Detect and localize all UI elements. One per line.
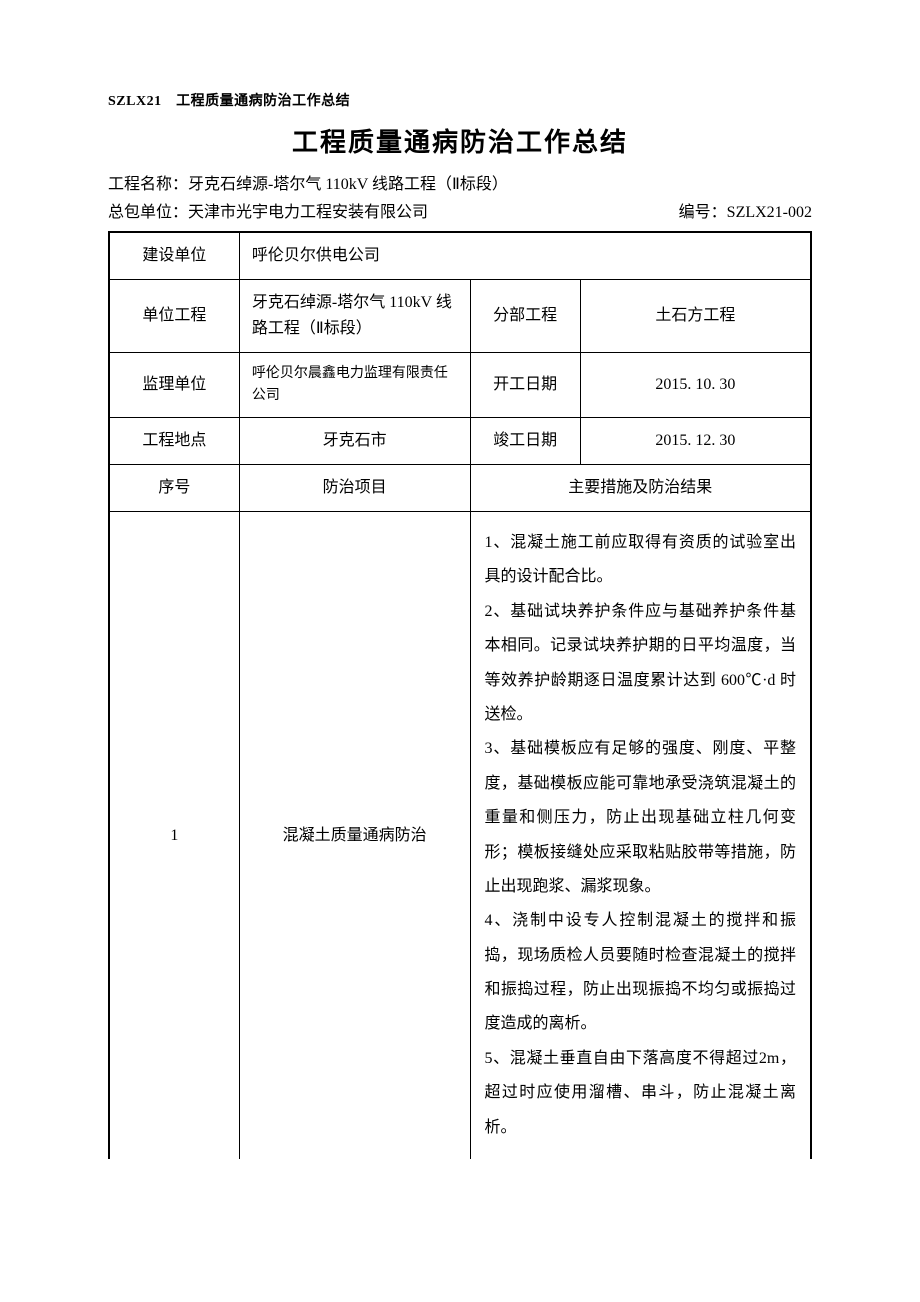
info-value2-2: 2015. 10. 30 bbox=[580, 353, 811, 418]
meta-contractor: 总包单位：天津市光宇电力工程安装有限公司 bbox=[108, 199, 428, 227]
info-label2-2: 开工日期 bbox=[470, 353, 580, 418]
project-name-value: 牙克石绰源-塔尔气 110kV 线路工程（Ⅱ标段） bbox=[188, 176, 508, 193]
measure-paragraph: 5、混凝土垂直自由下落高度不得超过2m，超过时应使用溜槽、串斗，防止混凝土离析。 bbox=[485, 1042, 796, 1145]
meta-row-contractor: 总包单位：天津市光宇电力工程安装有限公司 编号：SZLX21-002 bbox=[108, 199, 812, 227]
info-value-2: 呼伦贝尔晨鑫电力监理有限责任公司 bbox=[239, 353, 470, 418]
info-value-0: 呼伦贝尔供电公司 bbox=[239, 232, 811, 280]
info-label-1: 单位工程 bbox=[109, 280, 239, 353]
rows-header: 序号 防治项目 主要措施及防治结果 bbox=[109, 465, 811, 512]
info-value-1: 牙克石绰源-塔尔气 110kV 线路工程（Ⅱ标段） bbox=[239, 280, 470, 353]
contractor-label: 总包单位： bbox=[108, 204, 188, 221]
info-row-3: 工程地点 牙克石市 竣工日期 2015. 12. 30 bbox=[109, 418, 811, 465]
doc-code-line: SZLX21 工程质量通病防治工作总结 bbox=[108, 90, 812, 110]
measure-paragraph: 2、基础试块养护条件应与基础养护条件基本相同。记录试块养护期的日平均温度，当等效… bbox=[485, 595, 796, 733]
hdr-measures: 主要措施及防治结果 bbox=[470, 465, 811, 512]
hdr-item: 防治项目 bbox=[239, 465, 470, 512]
measure-paragraph: 1、混凝土施工前应取得有资质的试验室出具的设计配合比。 bbox=[485, 526, 796, 595]
meta-project-name: 工程名称：牙克石绰源-塔尔气 110kV 线路工程（Ⅱ标段） bbox=[108, 171, 812, 199]
seq-1: 1 bbox=[109, 512, 239, 1160]
info-value2-3: 2015. 12. 30 bbox=[580, 418, 811, 465]
measure-paragraph: 4、浇制中设专人控制混凝土的搅拌和振捣，现场质检人员要随时检查混凝土的搅拌和振捣… bbox=[485, 904, 796, 1042]
measures-1: 1、混凝土施工前应取得有资质的试验室出具的设计配合比。2、基础试块养护条件应与基… bbox=[470, 512, 811, 1160]
info-label-3: 工程地点 bbox=[109, 418, 239, 465]
doc-no-value: SZLX21-002 bbox=[727, 204, 812, 221]
data-row-1: 1 混凝土质量通病防治 1、混凝土施工前应取得有资质的试验室出具的设计配合比。2… bbox=[109, 512, 811, 1160]
info-row-1: 单位工程 牙克石绰源-塔尔气 110kV 线路工程（Ⅱ标段） 分部工程 土石方工… bbox=[109, 280, 811, 353]
page-title: 工程质量通病防治工作总结 bbox=[108, 122, 812, 159]
meta-doc-no: 编号：SZLX21-002 bbox=[679, 199, 812, 227]
info-label-0: 建设单位 bbox=[109, 232, 239, 280]
main-table: 建设单位 呼伦贝尔供电公司 单位工程 牙克石绰源-塔尔气 110kV 线路工程（… bbox=[108, 231, 812, 1159]
measure-paragraph: 3、基础模板应有足够的强度、刚度、平整度，基础模板应能可靠地承受浇筑混凝土的重量… bbox=[485, 732, 796, 904]
info-label2-1: 分部工程 bbox=[470, 280, 580, 353]
info-value2-1: 土石方工程 bbox=[580, 280, 811, 353]
info-row-0: 建设单位 呼伦贝尔供电公司 bbox=[109, 232, 811, 280]
item-1: 混凝土质量通病防治 bbox=[239, 512, 470, 1160]
doc-no-label: 编号： bbox=[679, 204, 727, 221]
info-row-2: 监理单位 呼伦贝尔晨鑫电力监理有限责任公司 开工日期 2015. 10. 30 bbox=[109, 353, 811, 418]
info-label-2: 监理单位 bbox=[109, 353, 239, 418]
info-value-3: 牙克石市 bbox=[239, 418, 470, 465]
contractor-value: 天津市光宇电力工程安装有限公司 bbox=[188, 204, 428, 221]
info-label2-3: 竣工日期 bbox=[470, 418, 580, 465]
hdr-seq: 序号 bbox=[109, 465, 239, 512]
project-name-label: 工程名称： bbox=[108, 176, 188, 193]
